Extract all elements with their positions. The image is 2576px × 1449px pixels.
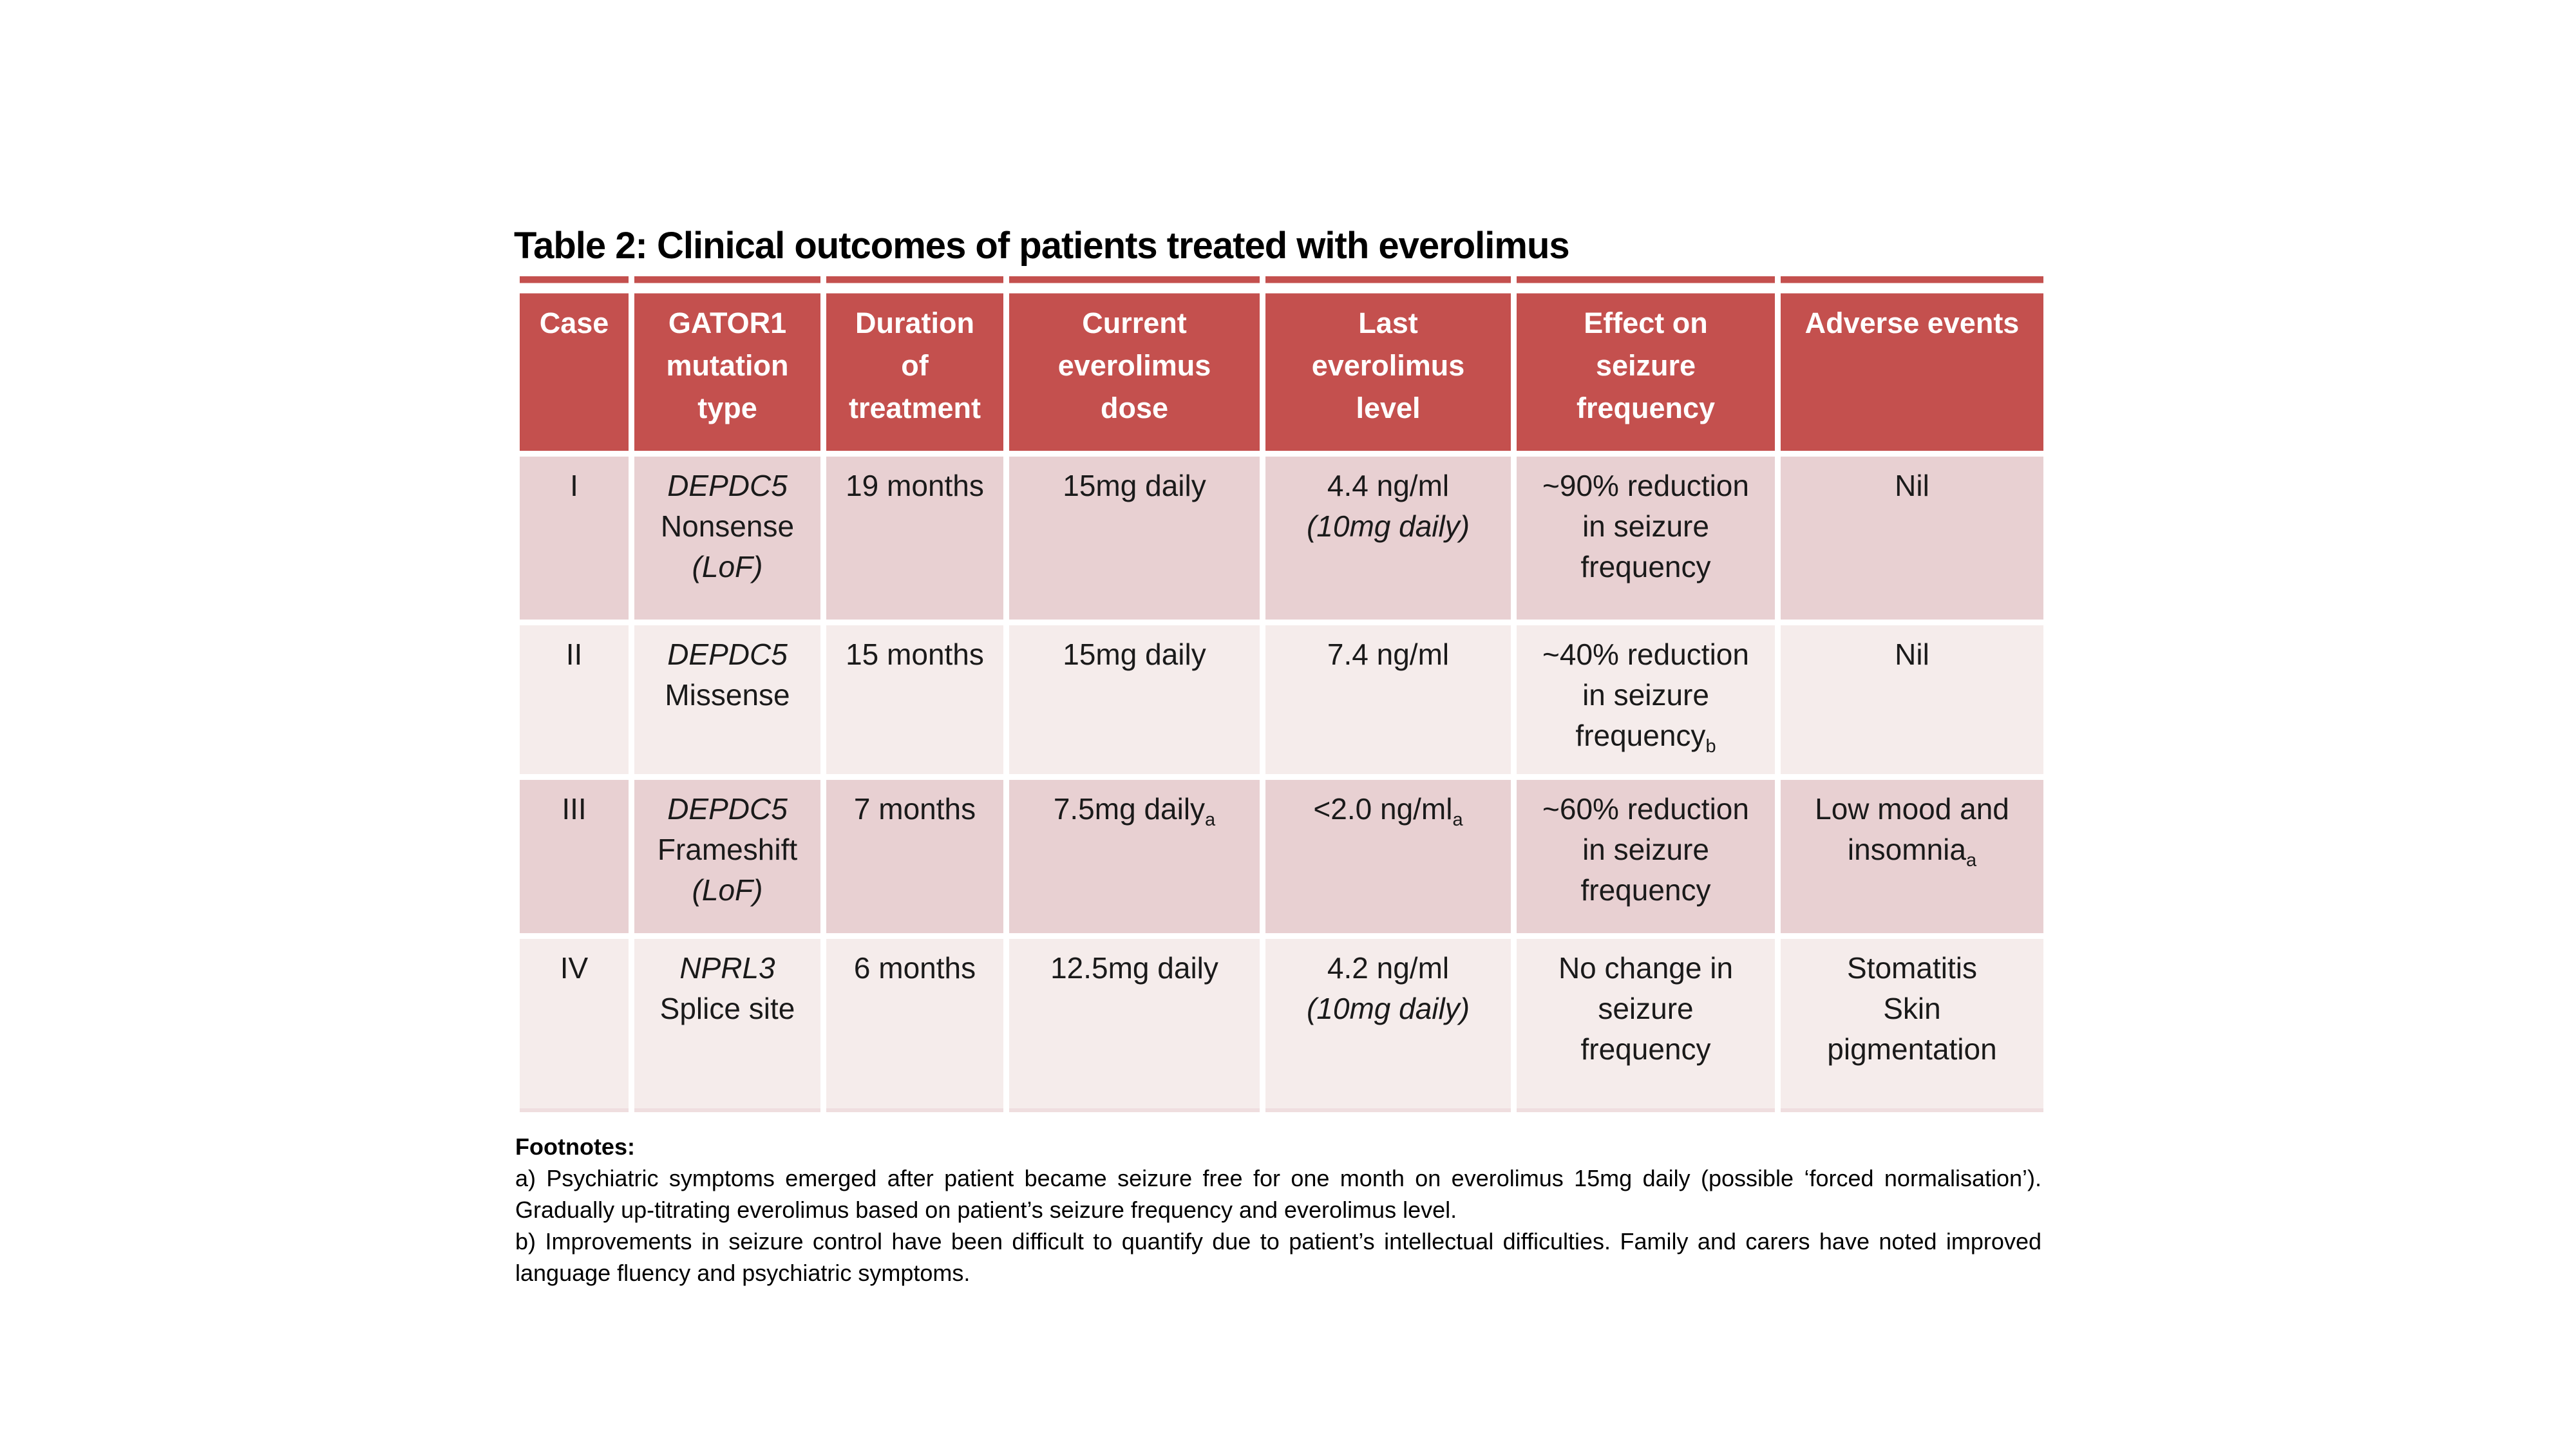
table-header-row: Case GATOR1 mutation type Duration of tr… (514, 270, 2049, 457)
table-row: IV NPRL3 Splice site 6 months 12.5mg daily 4.… (514, 933, 2049, 1112)
column-header-case: Case (514, 270, 634, 457)
table-cell: 19 months (820, 451, 1009, 625)
table-cell: ~90% reduction in seizure frequency (1511, 451, 1781, 625)
table-row: I DEPDC5 Nonsense (LoF) 19 months 15mg daily 4… (514, 451, 2049, 625)
column-header-mutation-type: GATOR1 mutation type (629, 270, 826, 457)
column-header-duration: Duration of treatment (820, 270, 1009, 457)
table-cell: Nil (1775, 620, 2049, 780)
table-cell: II (514, 620, 634, 780)
footnotes-heading: Footnotes: (515, 1133, 635, 1160)
footnote-b: b) Improvements in seizure control have … (515, 1228, 2041, 1286)
table-cell: Stomatitis Skin pigmentation (1775, 933, 2049, 1112)
table-row: II DEPDC5 Missense 15 months 15mg daily 7.4 n… (514, 620, 2049, 780)
table-cell: NPRL3 Splice site (629, 933, 826, 1112)
table-cell: 7.5mg dailya (1003, 774, 1265, 939)
table-title: Table 2: Clinical outcomes of patients t… (514, 225, 1570, 267)
clinical-outcomes-table: Case GATOR1 mutation type Duration of tr… (514, 270, 2049, 1112)
table-cell: 4.4 ng/ml (10mg daily) (1260, 451, 1517, 625)
table-cell: ~60% reduction in seizure frequency (1511, 774, 1781, 939)
table-cell: Nil (1775, 451, 2049, 625)
table-cell: 7.4 ng/ml (1260, 620, 1517, 780)
table-cell: 6 months (820, 933, 1009, 1112)
table-cell: III (514, 774, 634, 939)
footnote-a: a) Psychiatric symptoms emerged after pa… (515, 1165, 2041, 1223)
table-body: I DEPDC5 Nonsense (LoF) 19 months 15mg daily 4… (514, 451, 2049, 1112)
table-cell: I (514, 451, 634, 625)
table-row: III DEPDC5 Frameshift (LoF) 7 months 7.5mg da… (514, 774, 2049, 939)
table-cell: No change in seizure frequency (1511, 933, 1781, 1112)
table-cell: DEPDC5 Missense (629, 620, 826, 780)
footnotes: Footnotes: a) Psychiatric symptoms emerg… (515, 1131, 2041, 1289)
column-header-current-dose: Current everolimus dose (1003, 270, 1265, 457)
table-cell: ~40% reduction in seizure frequencyb (1511, 620, 1781, 780)
table-cell: 15 months (820, 620, 1009, 780)
table-cell: DEPDC5 Nonsense (LoF) (629, 451, 826, 625)
table-cell: IV (514, 933, 634, 1112)
column-header-effect: Effect on seizure frequency (1511, 270, 1781, 457)
table-cell: 15mg daily (1003, 620, 1265, 780)
column-header-adverse-events: Adverse events (1775, 270, 2049, 457)
table-cell: DEPDC5 Frameshift (LoF) (629, 774, 826, 939)
table-cell: Low mood and insomniaa (1775, 774, 2049, 939)
table-cell: 12.5mg daily (1003, 933, 1265, 1112)
table-cell: 15mg daily (1003, 451, 1265, 625)
table-cell: 4.2 ng/ml (10mg daily) (1260, 933, 1517, 1112)
table-cell: <2.0 ng/mla (1260, 774, 1517, 939)
column-header-last-level: Last everolimus level (1260, 270, 1517, 457)
table-cell: 7 months (820, 774, 1009, 939)
